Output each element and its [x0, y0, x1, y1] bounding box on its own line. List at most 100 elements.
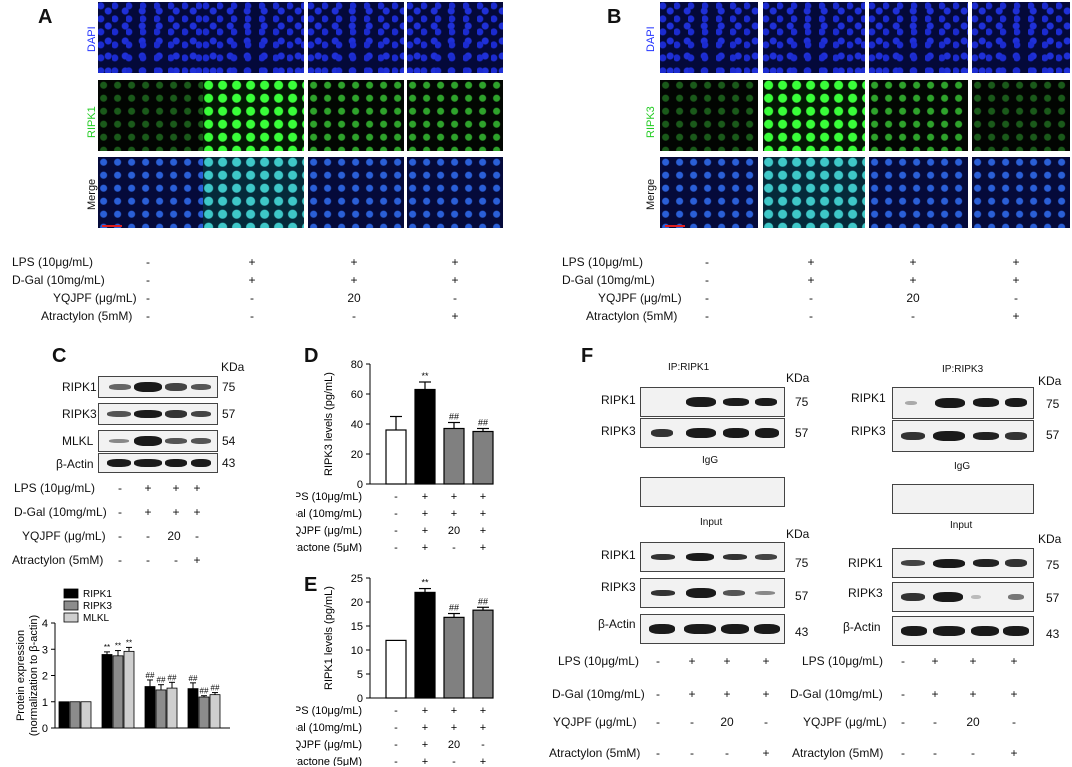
sign: +: [807, 273, 815, 287]
micrograph-b-dapi-4: [972, 2, 1070, 73]
blot-kda: 57: [222, 407, 236, 421]
panel-e-letter: E: [304, 574, 318, 596]
chart-d-condition-sign: -: [394, 525, 398, 537]
sign: -: [146, 291, 150, 305]
sign: 20: [966, 715, 980, 729]
panel-c-cond-yqjpf: YQJPF (μg/mL): [22, 529, 106, 543]
blot-strip-f-left-input-actin: [640, 614, 785, 644]
panel-b-letter: B: [607, 6, 622, 28]
panel-f-letter: F: [581, 345, 594, 367]
blot-kda: 43: [222, 456, 236, 470]
chart-c-significance-mark: ##: [157, 676, 166, 685]
chart-d-condition-label: LPS (10μg/mL): [296, 491, 362, 503]
blot-kda: 43: [1046, 627, 1060, 641]
panel-a-cond-lps: LPS (10μg/mL): [12, 255, 93, 269]
sign: -: [690, 746, 694, 760]
blot-kda: 57: [795, 589, 809, 603]
sign: +: [248, 273, 256, 287]
panel-c-cond-lps: LPS (10μg/mL): [14, 481, 95, 495]
blot-label: β-Actin: [56, 457, 94, 471]
chart-e-condition-label: LPS (10μg/mL): [296, 705, 362, 717]
sign: -: [250, 309, 254, 323]
scale-bar-a: [102, 225, 122, 227]
chart-e-condition-sign: +: [480, 756, 486, 766]
micrograph-a-ripk1-1: [98, 80, 221, 151]
sign: -: [118, 505, 122, 519]
sign: +: [172, 481, 180, 495]
chart-c-significance-mark: **: [115, 642, 121, 651]
blot-label: RIPK1: [601, 548, 636, 562]
blot-strip-f-right-ip-ripk1: [892, 387, 1034, 419]
chart-c-legend-swatch: [63, 588, 79, 599]
chart-c-significance-mark: ##: [211, 684, 220, 693]
chart-d-ytick-label: 20: [351, 449, 363, 461]
blot-label: RIPK1: [848, 556, 883, 570]
sign: -: [174, 553, 178, 567]
panel-f-right-input-kda-header: KDa: [1038, 532, 1062, 546]
chart-d-condition-sign: -: [394, 508, 398, 520]
micrograph-a-dapi-3: [308, 2, 404, 73]
sign: -: [250, 291, 254, 305]
sign: +: [931, 654, 939, 668]
chart-d-condition-label: YQJPF (μg/mL): [296, 525, 362, 537]
sign: +: [688, 654, 696, 668]
chart-d-significance-mark: ##: [478, 418, 488, 428]
chart-e-condition-sign: +: [480, 705, 486, 717]
panel-a-cond-dgal: D-Gal (10mg/mL): [12, 273, 105, 287]
panel-a-row-label-dapi: DAPI: [86, 26, 98, 52]
sign: 20: [167, 529, 181, 543]
micrograph-a-merge-2: [203, 157, 304, 228]
sign: -: [118, 529, 122, 543]
sign: +: [1010, 746, 1018, 760]
chart-d-significance-mark: ##: [449, 412, 459, 422]
sign: +: [350, 273, 358, 287]
chart-d-bar: [414, 388, 436, 485]
sign: +: [350, 255, 358, 269]
panel-f-right-cond-atractylon: Atractylon (5mM): [792, 746, 884, 760]
blot-strip-f-right-igg: [892, 484, 1034, 514]
sign: 20: [906, 291, 920, 305]
panel-b-row-label-merge: Merge: [645, 178, 657, 210]
sign: -: [352, 309, 356, 323]
chart-c-significance-mark: ##: [146, 671, 155, 680]
chart-e-condition-sign: -: [481, 739, 485, 751]
chart-c-bar: [58, 701, 70, 729]
sign: +: [909, 255, 917, 269]
sign: +: [1010, 687, 1018, 701]
sign: 20: [720, 715, 734, 729]
blot-label: MLKL: [62, 434, 94, 448]
chart-c-significance-mark: **: [104, 643, 110, 652]
panel-c-cond-atractylon: Atractylon (5mM): [12, 553, 104, 567]
panel-b-row-label-ripk3: RIPK3: [645, 106, 657, 138]
blot-label: RIPK3: [601, 424, 636, 438]
chart-c-ytick-label: 4: [42, 618, 48, 630]
chart-c-significance-mark: **: [126, 638, 132, 647]
blot-kda: 75: [795, 556, 809, 570]
sign: -: [901, 654, 905, 668]
panel-f-right-cond-yqjpf: YQJPF (μg/mL): [803, 715, 887, 729]
sign: -: [656, 687, 660, 701]
chart-d-condition-sign: +: [422, 542, 428, 552]
sign: -: [901, 715, 905, 729]
chart-e-condition-sign: -: [394, 722, 398, 734]
sign: +: [193, 505, 201, 519]
chart-c-bar: [198, 696, 210, 729]
panel-f-left-cond-atractylon: Atractylon (5mM): [549, 746, 641, 760]
sign: +: [193, 553, 201, 567]
chart-c-ylabel: (normalization to β-actin): [28, 615, 40, 736]
blot-strip-f-left-igg: [640, 477, 785, 507]
chart-e-ytick-label: 20: [351, 597, 363, 609]
chart-d-condition-sign: +: [480, 491, 486, 503]
micrograph-b-merge-4: [972, 157, 1070, 228]
panel-a-letter: A: [38, 6, 53, 28]
chart-c-ytick-label: 0: [42, 723, 48, 735]
blot-kda: 57: [795, 426, 809, 440]
blot-label: RIPK3: [848, 586, 883, 600]
panel-f-left-igg-title: IgG: [702, 455, 719, 466]
chart-c-legend-label: RIPK3: [83, 601, 112, 612]
chart-c-legend-swatch: [63, 600, 79, 611]
micrograph-a-ripk1-3: [308, 80, 404, 151]
sign: +: [909, 273, 917, 287]
chart-c-bar: [187, 688, 199, 729]
chart-e-condition-sign: -: [394, 756, 398, 766]
